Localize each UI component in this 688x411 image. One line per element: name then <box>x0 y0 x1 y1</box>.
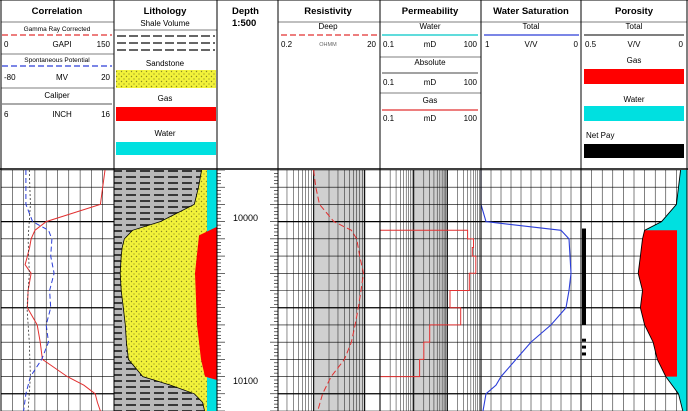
porosity-gas-legend-swatch <box>584 69 684 84</box>
cal-unit: INCH <box>52 110 72 119</box>
sw-min: 1 <box>485 40 490 49</box>
resistivity-title: Resistivity <box>304 6 352 17</box>
cal-min: 6 <box>4 110 9 119</box>
perm-gas-min: 0.1 <box>383 114 395 123</box>
water-legend-swatch <box>116 142 216 155</box>
water-legend-label: Water <box>154 129 175 138</box>
perm-gas-name: Gas <box>423 96 438 105</box>
perm-water-name: Water <box>419 22 440 31</box>
track-fills <box>114 170 687 411</box>
log-body: 10000 10100 <box>1 170 687 411</box>
depth-header: Depth 1:500 <box>232 6 259 29</box>
gamma-ray-curve <box>24 170 106 411</box>
track-curves <box>23 170 684 411</box>
perm-absolute-max: 100 <box>464 78 478 87</box>
resistivity-min: 0.2 <box>281 40 293 49</box>
porosity-gas-fill <box>638 230 677 377</box>
porosity-curve <box>637 170 684 411</box>
gas-legend-swatch <box>116 107 216 121</box>
porosity-max: 0 <box>679 40 684 49</box>
perm-water-max: 100 <box>464 40 478 49</box>
net-pay-flag <box>582 352 586 356</box>
perm-absolute-unit: mD <box>424 78 437 87</box>
perm-water-min: 0.1 <box>383 40 395 49</box>
depth-label-10100: 10100 <box>233 376 258 386</box>
perm-absolute-min: 0.1 <box>383 78 395 87</box>
sandstone-legend-label: Sandstone <box>146 59 185 68</box>
sp-unit: MV <box>56 73 69 82</box>
resistivity-curve <box>313 170 365 411</box>
depth-ticks <box>217 170 278 411</box>
cal-label: Caliper <box>44 91 70 100</box>
perm-gas-unit: mD <box>424 114 437 123</box>
porosity-header: Porosity Total 0.5 V/V 0 Gas Water Net P… <box>584 6 684 158</box>
resistivity-curve-name: Deep <box>318 22 338 31</box>
permeability-curve <box>379 229 477 378</box>
water-saturation-curve-name: Total <box>523 22 540 31</box>
net-pay-legend-swatch <box>584 144 684 158</box>
water-saturation-header: Water Saturation Total 1 V/V 0 <box>484 6 579 49</box>
lithology-subtitle: Shale Volume <box>140 19 190 28</box>
sw-unit: V/V <box>525 40 539 49</box>
gr-unit: GAPI <box>52 40 71 49</box>
shale-fill <box>114 170 205 411</box>
porosity-min: 0.5 <box>585 40 597 49</box>
porosity-gas-legend-label: Gas <box>627 56 642 65</box>
water-saturation-title: Water Saturation <box>493 6 569 17</box>
gr-max: 150 <box>97 40 111 49</box>
sp-min: -80 <box>4 73 16 82</box>
porosity-water-legend-swatch <box>584 106 684 121</box>
net-pay-legend-label: Net Pay <box>586 131 614 140</box>
sandstone-legend-swatch <box>116 70 216 88</box>
shale-legend-swatch <box>116 31 216 54</box>
sandstone-fill <box>120 170 207 411</box>
cal-max: 16 <box>101 110 110 119</box>
water-saturation-curve <box>480 170 572 411</box>
perm-absolute-name: Absolute <box>414 58 446 67</box>
permeability-header: Permeability Water 0.1 mD 100 Absolute 0… <box>382 6 478 123</box>
resistivity-max: 20 <box>367 40 376 49</box>
porosity-unit: V/V <box>628 40 642 49</box>
gr-label: Gamma Ray Corrected <box>24 26 91 33</box>
gas-legend-label: Gas <box>158 94 173 103</box>
sp-curve <box>23 170 55 411</box>
sp-label: Spontaneous Potential <box>24 57 90 64</box>
gr-min: 0 <box>4 40 9 49</box>
perm-gas-max: 100 <box>464 114 478 123</box>
depth-title: Depth <box>232 6 259 17</box>
correlation-title: Correlation <box>32 6 83 17</box>
permeability-title: Permeability <box>402 6 459 17</box>
porosity-title: Porosity <box>615 6 654 17</box>
correlation-header: Correlation Gamma Ray Corrected 0 GAPI 1… <box>2 6 112 119</box>
perm-water-unit: mD <box>424 40 437 49</box>
lithology-title: Lithology <box>144 6 187 17</box>
depth-label-10000: 10000 <box>233 213 258 223</box>
caliper-curve <box>26 170 31 411</box>
net-pay-flag <box>582 228 586 325</box>
sw-max: 0 <box>574 40 579 49</box>
porosity-water-legend-label: Water <box>623 95 644 104</box>
resistivity-header: Resistivity Deep 0.2 OHMM 20 <box>281 6 377 49</box>
shale-volume-curve <box>119 170 205 411</box>
porosity-curve-name: Total <box>626 22 643 31</box>
lithology-header: Lithology Shale Volume Sandstone Gas Wat… <box>116 6 216 155</box>
log-header: Correlation Gamma Ray Corrected 0 GAPI 1… <box>2 6 684 158</box>
depth-scale: 1:500 <box>232 18 256 29</box>
resistivity-unit: OHMM <box>319 42 337 48</box>
net-pay-flag <box>582 338 586 342</box>
sp-max: 20 <box>101 73 110 82</box>
net-pay-flag <box>582 345 586 349</box>
lithology-gas-fill <box>195 226 217 381</box>
